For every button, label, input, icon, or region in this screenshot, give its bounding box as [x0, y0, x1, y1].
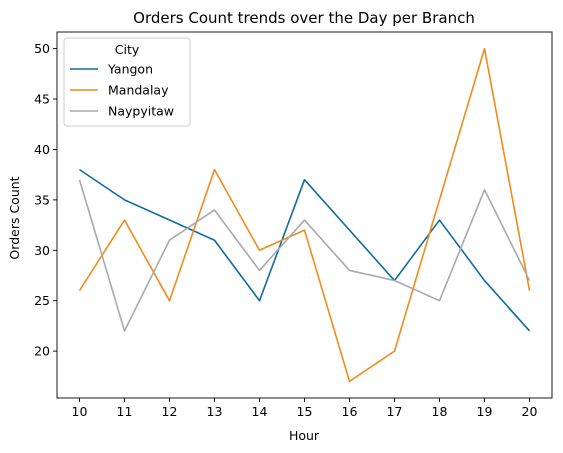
x-tick-label: 14 — [252, 404, 268, 419]
series-line-naypyitaw — [78, 179, 531, 332]
y-axis: 20 25 30 35 40 45 50 — [34, 41, 57, 359]
x-axis: 10 11 12 13 14 15 16 17 18 19 20 — [72, 398, 538, 419]
legend: City Yangon Mandalay Naypyitaw — [63, 37, 191, 127]
y-tick-label: 20 — [34, 344, 50, 359]
chart-title: Orders Count trends over the Day per Bra… — [133, 9, 475, 27]
x-tick-label: 12 — [162, 404, 178, 419]
y-tick-label: 40 — [34, 142, 50, 157]
x-tick-label: 16 — [342, 404, 358, 419]
legend-label-mandalay: Mandalay — [108, 83, 169, 98]
series-line-yangon — [79, 168, 531, 332]
y-axis-label: Orders Count — [7, 176, 22, 259]
x-tick-label: 17 — [387, 404, 403, 419]
x-tick-label: 13 — [207, 404, 223, 419]
x-tick-label: 18 — [432, 404, 448, 419]
legend-frame — [63, 37, 191, 127]
legend-label-naypyitaw: Naypyitaw — [108, 104, 174, 119]
legend-title: City — [115, 42, 140, 57]
x-tick-label: 20 — [522, 404, 538, 419]
y-tick-label: 25 — [34, 293, 50, 308]
x-axis-label: Hour — [289, 428, 320, 443]
y-tick-label: 30 — [34, 243, 50, 258]
x-tick-label: 11 — [117, 404, 133, 419]
y-tick-label: 35 — [34, 192, 50, 207]
x-tick-label: 19 — [477, 404, 493, 419]
legend-label-yangon: Yangon — [107, 62, 153, 77]
y-tick-label: 50 — [34, 41, 50, 56]
x-tick-label: 10 — [72, 404, 88, 419]
y-tick-label: 45 — [34, 92, 50, 107]
x-tick-label: 15 — [297, 404, 313, 419]
series-line-mandalay — [78, 47, 531, 383]
